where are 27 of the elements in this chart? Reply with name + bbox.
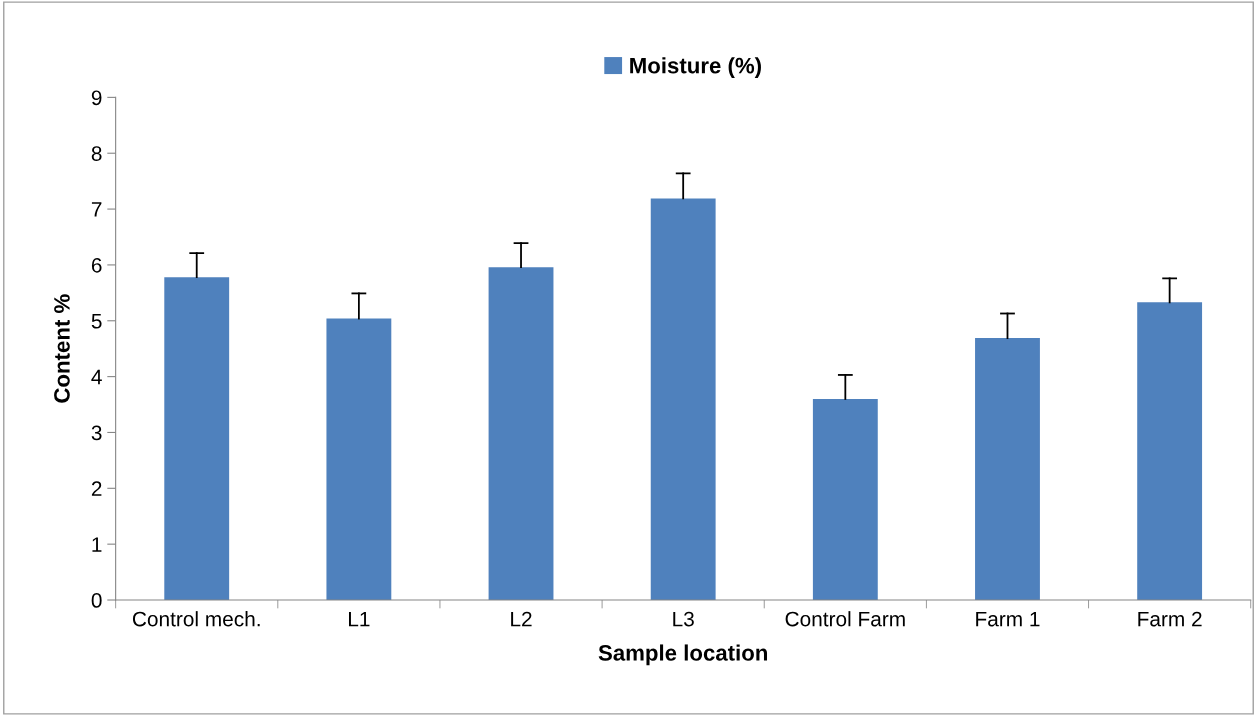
bar xyxy=(812,398,878,601)
y-tick-label: 0 xyxy=(91,593,102,608)
x-tick-label: Control mech. xyxy=(132,611,260,627)
x-tick-label: Farm 1 xyxy=(976,611,1040,627)
y-tick-label: 7 xyxy=(91,202,102,217)
y-tick-label: 6 xyxy=(91,257,102,273)
bar xyxy=(164,277,230,601)
bar xyxy=(326,318,392,601)
x-tick-label: Control Farm xyxy=(785,611,905,627)
y-tick-label: 1 xyxy=(92,537,102,552)
x-tick-label: Farm 2 xyxy=(1138,611,1202,627)
y-tick-label: 9 xyxy=(91,90,102,106)
y-tick-label: 4 xyxy=(91,369,102,385)
y-tick-label: 2 xyxy=(91,481,102,496)
x-tick-label: L2 xyxy=(511,611,532,627)
bar xyxy=(1137,302,1203,601)
x-axis-title: Sample location xyxy=(598,644,768,666)
x-tick-label: L3 xyxy=(673,611,694,627)
x-tick-label: L1 xyxy=(349,611,370,627)
bar xyxy=(975,338,1040,601)
y-axis-title: Content % xyxy=(54,294,70,403)
y-tick-label: 8 xyxy=(91,146,102,161)
y-tick-label: 5 xyxy=(91,313,102,329)
bar xyxy=(650,198,716,601)
bar xyxy=(488,267,554,601)
y-tick-label: 3 xyxy=(91,425,102,441)
legend-label: Moisture (%) xyxy=(630,57,761,78)
